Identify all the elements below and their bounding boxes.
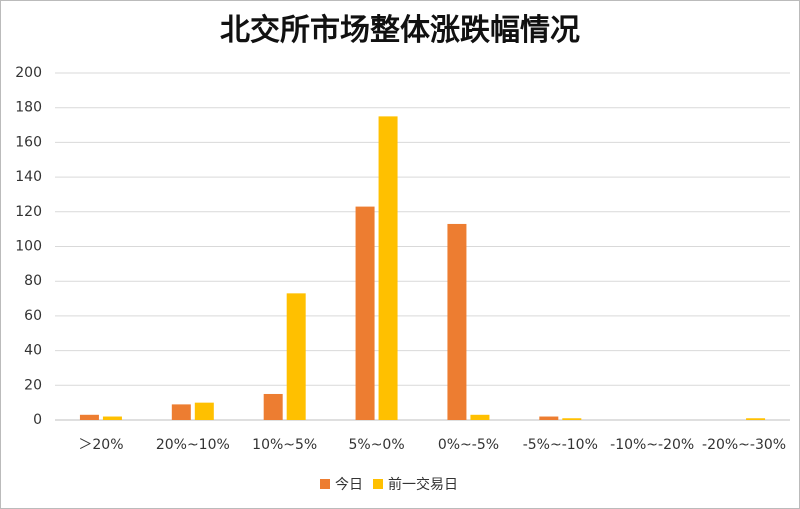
y-tick-label: 180 — [15, 100, 42, 116]
legend-label: 今日 — [335, 477, 363, 493]
x-tick-label: -5%~-10% — [523, 437, 598, 453]
y-tick-label: 20 — [24, 377, 42, 393]
chart-title: 北交所市场整体涨跌幅情况 — [220, 13, 580, 48]
bar — [378, 116, 398, 420]
y-tick-label: 160 — [15, 134, 42, 150]
bar — [286, 293, 306, 420]
x-tick-label: 20%~10% — [156, 437, 230, 453]
bar — [79, 414, 99, 420]
legend-swatch — [320, 479, 330, 489]
legend-swatch — [373, 479, 383, 489]
y-tick-label: 0 — [33, 412, 42, 428]
bar — [562, 418, 582, 420]
x-tick-label: 0%~-5% — [438, 437, 499, 453]
y-tick-label: 80 — [24, 273, 42, 289]
bar — [171, 404, 191, 420]
bar — [470, 414, 490, 420]
x-tick-label: 5%~0% — [348, 437, 404, 453]
bar — [102, 416, 122, 420]
x-tick-label: 10%~5% — [252, 437, 317, 453]
y-tick-label: 140 — [15, 169, 42, 185]
x-tick-label: -20%~-30% — [702, 437, 786, 453]
y-tick-label: 120 — [15, 204, 42, 220]
bar — [194, 402, 214, 420]
y-tick-label: 100 — [15, 239, 42, 255]
x-tick-label: ＞20% — [78, 437, 123, 453]
legend-label: 前一交易日 — [388, 476, 458, 493]
bar — [746, 418, 766, 420]
bar — [539, 416, 559, 420]
bar — [263, 393, 283, 420]
y-tick-label: 60 — [24, 308, 42, 324]
y-tick-label: 40 — [24, 343, 42, 359]
bar — [355, 206, 375, 420]
x-tick-label: -10%~-20% — [610, 437, 694, 453]
y-tick-label: 200 — [15, 65, 42, 81]
bar — [447, 223, 467, 420]
